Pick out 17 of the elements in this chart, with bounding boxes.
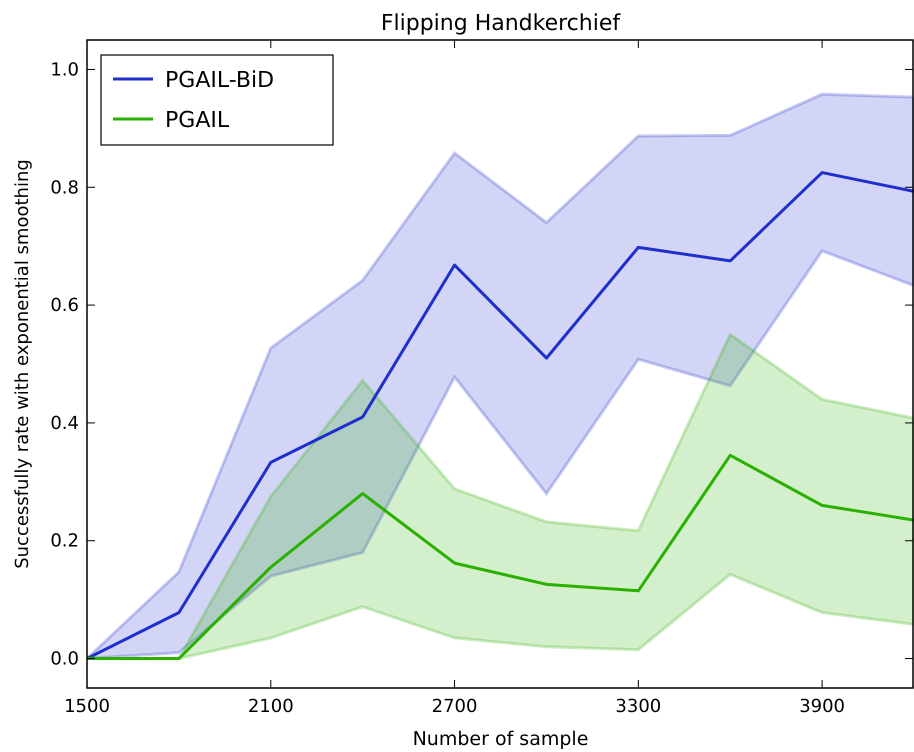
line-series xyxy=(87,454,914,660)
x-tick-label: 2700 xyxy=(432,696,478,717)
x-tick-label: 2100 xyxy=(248,696,294,717)
y-tick-label: 0.8 xyxy=(50,177,79,198)
y-tick-label: 1.0 xyxy=(50,59,79,80)
x-tick-label: 3300 xyxy=(615,696,662,717)
x-tick-label: 1500 xyxy=(64,696,110,717)
x-tick-label: 3900 xyxy=(799,696,846,717)
x-axis-title: Number of sample xyxy=(412,728,588,750)
y-tick-label: 0.0 xyxy=(50,648,79,670)
y-tick-label: 0.6 xyxy=(50,295,79,316)
y-axis-title: Successfully rate with exponential smoothing xyxy=(12,159,33,569)
y-tick-label: 0.2 xyxy=(50,530,79,552)
chart-title: Flipping Handkerchief xyxy=(380,11,622,36)
y-tick-label: 0.4 xyxy=(50,412,79,434)
legend-label: PGAIL-BiD xyxy=(165,68,274,93)
legend-label: PGAIL xyxy=(165,108,230,133)
